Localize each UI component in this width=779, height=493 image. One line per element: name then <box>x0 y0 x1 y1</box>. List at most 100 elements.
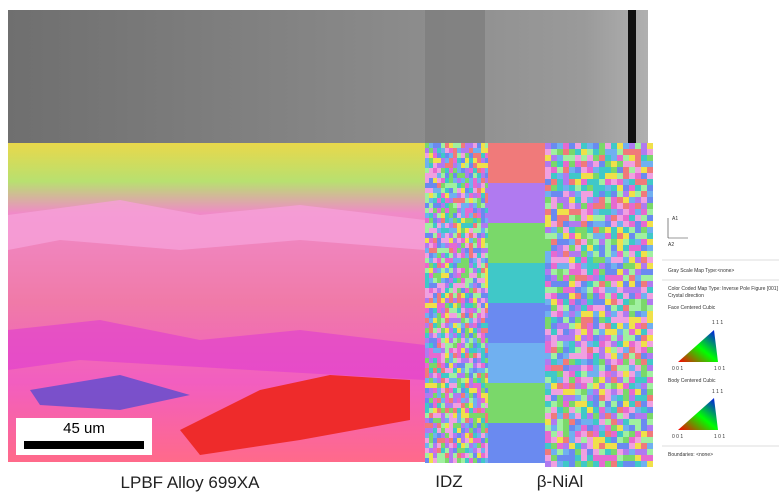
grain <box>457 278 461 283</box>
grain <box>481 448 485 453</box>
grain <box>575 161 581 167</box>
grain <box>481 443 485 448</box>
grain <box>469 348 473 353</box>
grain <box>623 329 629 335</box>
grain <box>457 153 461 158</box>
grain <box>557 245 563 251</box>
grain <box>465 383 469 388</box>
grain <box>437 288 441 293</box>
grain <box>473 193 477 198</box>
grain <box>629 329 635 335</box>
grain <box>453 228 457 233</box>
grain <box>449 418 453 423</box>
grain <box>477 223 481 228</box>
grain <box>647 155 653 161</box>
grain <box>575 251 581 257</box>
grain <box>647 257 653 263</box>
grain <box>453 383 457 388</box>
grain <box>545 419 551 425</box>
grain <box>457 418 461 423</box>
grain <box>457 303 461 308</box>
grain <box>461 378 465 383</box>
grain <box>647 461 653 467</box>
grain <box>587 449 593 455</box>
grain <box>465 298 469 303</box>
grain <box>593 305 599 311</box>
grain <box>569 245 575 251</box>
grain <box>425 353 429 358</box>
grain <box>445 403 449 408</box>
grain <box>557 293 563 299</box>
grain <box>425 383 429 388</box>
grain <box>593 263 599 269</box>
grain <box>461 193 465 198</box>
grain <box>433 163 437 168</box>
ipf-label: 1 0 1 <box>714 434 725 440</box>
grain <box>635 227 641 233</box>
grain <box>461 438 465 443</box>
grain <box>599 401 605 407</box>
grain <box>623 395 629 401</box>
grain <box>581 413 587 419</box>
grain <box>617 407 623 413</box>
caption: β-NiAl <box>537 472 584 491</box>
grain <box>441 458 445 463</box>
grain <box>545 389 551 395</box>
grain <box>629 203 635 209</box>
grain <box>445 203 449 208</box>
grain <box>465 353 469 358</box>
grain <box>557 335 563 341</box>
grain <box>551 245 557 251</box>
grain <box>449 338 453 343</box>
grain <box>449 388 453 393</box>
grain <box>449 353 453 358</box>
grain <box>551 431 557 437</box>
grain <box>437 358 441 363</box>
grain <box>641 179 647 185</box>
grain <box>449 208 453 213</box>
grain <box>569 407 575 413</box>
grain <box>445 303 449 308</box>
grain <box>437 408 441 413</box>
grain <box>481 333 485 338</box>
grain <box>469 408 473 413</box>
grain <box>563 365 569 371</box>
grain <box>647 263 653 269</box>
grain <box>437 168 441 173</box>
grain <box>587 377 593 383</box>
grain <box>465 223 469 228</box>
grain <box>429 393 433 398</box>
grain <box>563 383 569 389</box>
grain <box>445 443 449 448</box>
grain <box>575 275 581 281</box>
grain <box>441 183 445 188</box>
grain <box>545 335 551 341</box>
grain <box>557 155 563 161</box>
grain <box>569 167 575 173</box>
grain <box>599 215 605 221</box>
grain <box>445 338 449 343</box>
grain <box>425 298 429 303</box>
grain <box>623 233 629 239</box>
grain <box>575 431 581 437</box>
grain <box>425 223 429 228</box>
grain <box>557 233 563 239</box>
grain <box>425 238 429 243</box>
grain <box>569 353 575 359</box>
grain <box>599 173 605 179</box>
grain <box>477 443 481 448</box>
grain <box>545 395 551 401</box>
grain <box>557 215 563 221</box>
grain <box>433 203 437 208</box>
grain <box>551 323 557 329</box>
grain <box>629 173 635 179</box>
grain <box>605 419 611 425</box>
grain <box>581 227 587 233</box>
grain <box>453 233 457 238</box>
grain <box>569 317 575 323</box>
grain <box>563 161 569 167</box>
grain <box>477 403 481 408</box>
grain <box>563 257 569 263</box>
grain <box>587 275 593 281</box>
grain <box>617 443 623 449</box>
